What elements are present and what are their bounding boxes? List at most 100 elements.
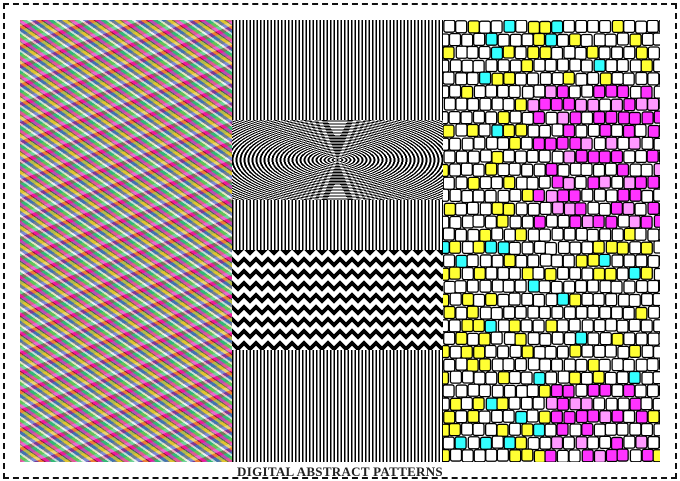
mosaic-cell: [545, 396, 559, 410]
mosaic-cell: [641, 32, 654, 46]
mosaic-cell: [581, 319, 594, 333]
mosaic-cell: [574, 279, 588, 294]
mosaic-cell: [610, 436, 624, 451]
mosaic-cell: [514, 150, 528, 164]
mosaic-cell: [635, 435, 648, 449]
mosaic-cell: [449, 188, 462, 203]
mosaic-cell: [472, 422, 485, 437]
mosaic-cell: [604, 422, 618, 436]
mosaic-cell: [443, 423, 451, 437]
mosaic-cell: [460, 345, 473, 359]
mosaic-cell: [533, 345, 546, 360]
mosaic-cell: [605, 136, 618, 150]
mosaic-cell: [539, 358, 552, 372]
mosaic-cell: [611, 332, 624, 347]
mosaic-cell: [592, 214, 605, 229]
mosaic-cell: [653, 110, 660, 124]
mosaic-cell: [455, 97, 468, 111]
mosaic-cell: [604, 344, 617, 358]
mosaic-cell: [641, 136, 654, 150]
mosaic-cell: [521, 345, 534, 359]
mosaic-cell: [455, 72, 468, 86]
mosaic-cell: [592, 370, 605, 384]
mosaic-cell: [604, 318, 618, 332]
mosaic-cell: [593, 110, 606, 125]
mosaic-cell: [521, 423, 534, 437]
mosaic-cell: [569, 58, 582, 72]
mosaic-cell: [485, 371, 498, 385]
mosaic-cell: [443, 448, 451, 462]
mosaic-cell: [586, 409, 600, 423]
mosaic-cell: [496, 84, 510, 99]
mosaic-cell: [502, 279, 515, 293]
mosaic-cell: [605, 84, 618, 98]
mosaic-cell: [544, 423, 557, 437]
mosaic-cell: [599, 383, 612, 397]
mosaic-cell: [628, 318, 641, 332]
mosaic-cell: [527, 357, 540, 371]
mosaic-cell: [484, 344, 497, 359]
mosaic-cell: [551, 175, 564, 189]
mosaic-cell: [515, 20, 528, 33]
mosaic-cell: [484, 189, 497, 203]
mosaic-cell: [556, 33, 570, 48]
mosaic-cell: [460, 111, 473, 125]
mosaic-cell: [599, 305, 612, 320]
mosaic-cell: [611, 20, 625, 34]
mosaic-cell: [502, 124, 516, 138]
mosaic-cell: [598, 175, 612, 189]
mosaic-cell: [556, 422, 569, 437]
mosaic-cell: [634, 202, 647, 216]
mosaic-cell: [587, 176, 600, 190]
mosaic-cell: [551, 331, 564, 345]
mosaic-cell: [581, 292, 594, 307]
mosaic-cell: [503, 305, 516, 320]
mosaic-cell: [485, 84, 498, 98]
mosaic-cell: [593, 344, 606, 359]
mosaic-cell: [569, 162, 583, 176]
mosaic-cell: [562, 436, 576, 450]
mosaic-cell: [461, 137, 474, 151]
mosaic-cell: [491, 227, 504, 241]
mosaic-cell: [568, 33, 582, 47]
mosaic-cell: [556, 449, 570, 462]
mosaic-cell: [568, 266, 582, 281]
mosaic-cell: [526, 149, 539, 163]
mosaic-cell: [551, 71, 564, 86]
mosaic-cell: [629, 449, 643, 462]
mosaic-cell: [646, 97, 660, 111]
mosaic-cell: [575, 124, 588, 138]
mosaic-cell: [629, 85, 643, 99]
mosaic-cell: [628, 266, 641, 280]
mosaic-cell: [496, 448, 510, 462]
mosaic-cell: [593, 449, 607, 462]
mosaic-cell: [479, 254, 493, 268]
mosaic-cell: [473, 449, 486, 462]
mosaic-cell: [616, 84, 630, 99]
dashed-border: [3, 3, 677, 479]
mosaic-cell: [599, 280, 612, 294]
mosaic-cell: [592, 292, 605, 307]
mosaic-cell: [587, 150, 600, 164]
mosaic-cell: [443, 46, 455, 60]
mosaic-cell: [461, 189, 474, 204]
mosaic-cell: [574, 331, 588, 345]
caption: DIGITAL ABSTRACT PATTERNS: [237, 464, 443, 479]
mosaic-cell: [472, 318, 485, 333]
mosaic-cell: [641, 189, 654, 204]
mosaic-cell: [556, 189, 570, 203]
mosaic-cell: [514, 436, 528, 450]
mosaic-cell: [509, 110, 522, 124]
mosaic-cell: [563, 331, 577, 346]
mosaic-cell: [611, 228, 624, 242]
mosaic-cell: [496, 345, 510, 359]
mosaic-cell: [575, 149, 588, 163]
mosaic-cell: [508, 396, 521, 410]
mosaic-cell: [545, 292, 558, 307]
mosaic-cell: [598, 46, 611, 60]
mosaic-cell: [574, 98, 588, 112]
mosaic-cell: [515, 254, 528, 268]
mosaic-cell: [508, 266, 521, 281]
mosaic-cell: [497, 59, 510, 73]
mosaic-cell: [533, 215, 546, 229]
